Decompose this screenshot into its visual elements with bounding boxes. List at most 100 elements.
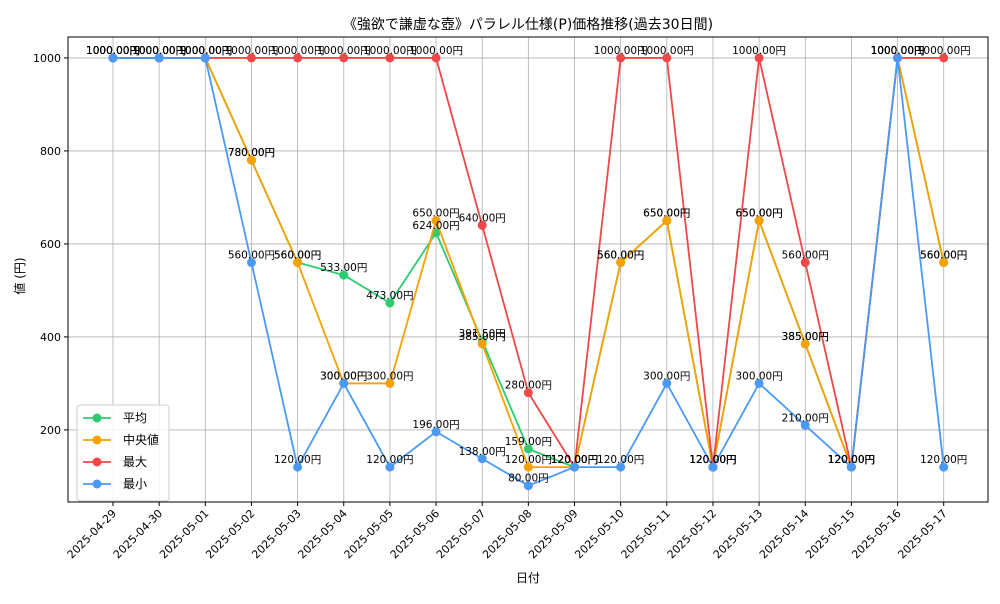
data-point [662, 216, 672, 226]
data-label: 300.00円 [366, 370, 413, 382]
data-label: 1000.00円 [178, 45, 232, 57]
data-point [708, 462, 718, 472]
data-label: 120.00円 [689, 454, 736, 466]
data-point [939, 462, 949, 472]
data-label: 300.00円 [320, 370, 367, 382]
data-label: 1000.00円 [132, 45, 186, 57]
data-point [570, 462, 579, 472]
legend-marker-3 [92, 479, 102, 489]
data-point [754, 53, 764, 63]
data-label: 120.00円 [828, 454, 875, 466]
data-label: 196.00円 [412, 419, 459, 431]
data-label: 560.00円 [228, 250, 275, 262]
data-label: 1000.00円 [86, 45, 140, 57]
data-label: 1000.00円 [132, 45, 186, 57]
data-label: 1000.00円 [594, 45, 648, 57]
y-tick-label: 800 [40, 145, 61, 158]
data-label: 473.00円 [366, 290, 413, 302]
data-label: 300.00円 [643, 370, 690, 382]
data-label: 1000.00円 [86, 45, 140, 57]
data-label: 780.00円 [228, 147, 275, 159]
data-label: 560.00円 [597, 250, 644, 262]
data-label: 120.00円 [274, 454, 321, 466]
legend-label-1: 中央値 [123, 432, 159, 447]
data-point [154, 53, 164, 63]
data-label: 280.00円 [505, 380, 552, 392]
data-point [200, 53, 210, 63]
data-label: 300.00円 [320, 370, 367, 382]
data-label: 80.00円 [508, 473, 549, 485]
data-label: 120.00円 [505, 454, 552, 466]
data-point [893, 53, 903, 63]
data-label: 385.00円 [782, 331, 829, 343]
data-label: 650.00円 [643, 208, 690, 220]
data-label: 560.00円 [782, 250, 829, 262]
data-label: 560.00円 [597, 250, 644, 262]
data-point [523, 481, 533, 491]
data-point [385, 298, 395, 308]
data-point [108, 53, 118, 63]
data-label: 1000.00円 [271, 45, 325, 57]
data-point [523, 388, 533, 398]
x-axis-label: 日付 [516, 571, 540, 585]
data-label: 1000.00円 [871, 45, 925, 57]
data-label: 560.00円 [920, 250, 967, 262]
data-label: 1000.00円 [224, 45, 278, 57]
legend-marker-0 [92, 413, 102, 423]
data-label: 120.00円 [828, 454, 875, 466]
data-label: 120.00円 [828, 454, 875, 466]
data-point [754, 378, 764, 388]
data-label: 1000.00円 [732, 45, 786, 57]
data-label: 138.00円 [459, 446, 506, 458]
data-label: 560.00円 [274, 250, 321, 262]
legend-box [76, 404, 170, 502]
data-point [477, 454, 487, 464]
data-point [616, 462, 626, 472]
data-point [431, 427, 441, 437]
data-point [385, 462, 395, 472]
data-point [477, 339, 487, 349]
data-label: 120.00円 [597, 454, 644, 466]
data-point [431, 53, 441, 63]
data-label: 1000.00円 [86, 45, 140, 57]
data-point [339, 270, 349, 280]
data-label: 1000.00円 [132, 45, 186, 57]
data-point [939, 53, 949, 63]
data-label: 1000.00円 [178, 45, 232, 57]
legend-marker-2 [92, 457, 102, 467]
data-point [339, 53, 349, 63]
data-point [477, 220, 487, 230]
data-label: 650.00円 [735, 208, 782, 220]
data-label: 120.00円 [689, 454, 736, 466]
data-label: 1000.00円 [871, 45, 925, 57]
data-label: 120.00円 [366, 454, 413, 466]
data-point [523, 444, 533, 454]
data-label: 1000.00円 [86, 45, 140, 57]
data-point [339, 378, 349, 388]
data-label: 385.00円 [459, 331, 506, 343]
data-label: 1000.00円 [178, 45, 232, 57]
data-point [246, 258, 256, 268]
data-label: 120.00円 [689, 454, 736, 466]
data-point [662, 53, 672, 63]
data-label: 1000.00円 [317, 45, 371, 57]
data-label: 1000.00円 [363, 45, 417, 57]
data-point [385, 53, 395, 63]
data-label: 1000.00円 [871, 45, 925, 57]
data-point [939, 258, 949, 268]
data-point [846, 462, 856, 472]
data-point [800, 258, 810, 268]
data-label: 120.00円 [551, 454, 598, 466]
data-point [800, 339, 810, 349]
data-point [293, 53, 303, 63]
data-label: 533.00円 [320, 262, 367, 274]
data-label: 650.00円 [643, 208, 690, 220]
data-label: 640.00円 [459, 212, 506, 224]
data-label: 780.00円 [228, 147, 275, 159]
data-label: 1000.00円 [640, 45, 694, 57]
data-label: 300.00円 [735, 370, 782, 382]
data-label: 210.00円 [782, 412, 829, 424]
data-point [246, 155, 256, 165]
data-point [523, 462, 533, 472]
